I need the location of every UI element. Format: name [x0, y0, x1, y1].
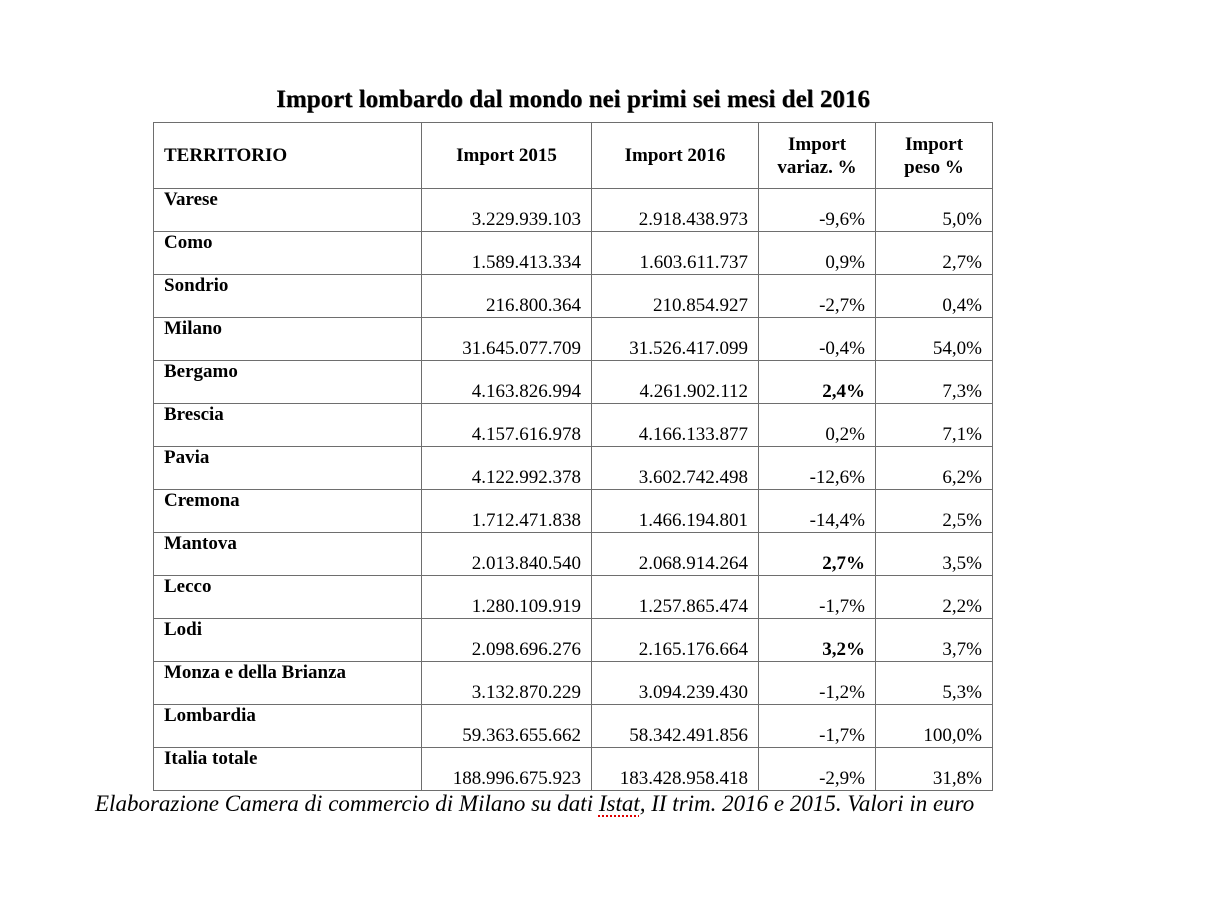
table-row: Bergamo 4.163.826.994 4.261.902.112 2,4% 7,3… [153, 360, 993, 404]
header-import-2016: Import 2016 [591, 122, 759, 189]
cell-import-2015: 1.712.471.838 [421, 489, 592, 533]
footnote-text-after: , II trim. 2016 e 2015. Valori in euro [639, 791, 975, 816]
cell-peso: 7,3% [875, 360, 993, 404]
table-row: Lombardia 59.363.655.662 58.342.491.856 -1,… [153, 704, 993, 748]
cell-variaz: 0,9% [758, 231, 876, 275]
table-row: Mantova 2.013.840.540 2.068.914.264 2,7% 3,5… [153, 532, 993, 576]
cell-peso: 3,7% [875, 618, 993, 662]
cell-variaz: -12,6% [758, 446, 876, 490]
header-import-variaz: Import variaz. % [758, 122, 876, 189]
table-row: Como 1.589.413.334 1.603.611.737 0,9% 2,7% [153, 231, 993, 275]
cell-variaz: -0,4% [758, 317, 876, 361]
table-row: Monza e della Brianza 3.132.870.229 3.094.… [153, 661, 993, 705]
cell-peso: 5,0% [875, 188, 993, 232]
cell-import-2015: 2.013.840.540 [421, 532, 592, 576]
table-row: Milano 31.645.077.709 31.526.417.099 -0,4% 5… [153, 317, 993, 361]
cell-import-2015: 1.280.109.919 [421, 575, 592, 619]
cell-import-2015: 59.363.655.662 [421, 704, 592, 748]
table-row: Brescia 4.157.616.978 4.166.133.877 0,2% 7,1… [153, 403, 993, 447]
cell-territorio: Pavia [153, 446, 422, 490]
cell-import-2016: 210.854.927 [591, 274, 759, 318]
cell-territorio: Cremona [153, 489, 422, 533]
import-table: TERRITORIO Import 2015 Import 2016 Impor… [153, 122, 993, 791]
cell-peso: 3,5% [875, 532, 993, 576]
cell-territorio: Sondrio [153, 274, 422, 318]
cell-import-2015: 3.132.870.229 [421, 661, 592, 705]
cell-import-2015: 216.800.364 [421, 274, 592, 318]
cell-variaz: -1,7% [758, 575, 876, 619]
cell-territorio: Mantova [153, 532, 422, 576]
cell-import-2016: 3.602.742.498 [591, 446, 759, 490]
header-territorio: TERRITORIO [153, 122, 422, 189]
cell-peso: 5,3% [875, 661, 993, 705]
table-row: Lodi 2.098.696.276 2.165.176.664 3,2% 3,7% [153, 618, 993, 662]
cell-peso: 6,2% [875, 446, 993, 490]
cell-variaz: -1,2% [758, 661, 876, 705]
cell-peso: 2,5% [875, 489, 993, 533]
footnote-text-before: Elaborazione Camera di commercio di Mila… [95, 791, 599, 816]
table-row: Cremona 1.712.471.838 1.466.194.801 -14,4% 2… [153, 489, 993, 533]
cell-import-2015: 2.098.696.276 [421, 618, 592, 662]
cell-import-2016: 58.342.491.856 [591, 704, 759, 748]
cell-territorio: Bergamo [153, 360, 422, 404]
cell-import-2016: 2.918.438.973 [591, 188, 759, 232]
cell-territorio: Monza e della Brianza [153, 661, 422, 705]
cell-peso: 31,8% [875, 747, 993, 791]
cell-import-2016: 31.526.417.099 [591, 317, 759, 361]
cell-import-2016: 1.257.865.474 [591, 575, 759, 619]
cell-import-2016: 1.603.611.737 [591, 231, 759, 275]
cell-territorio: Italia totale [153, 747, 422, 791]
cell-import-2015: 4.157.616.978 [421, 403, 592, 447]
cell-variaz: 2,7% [758, 532, 876, 576]
cell-peso: 2,7% [875, 231, 993, 275]
table-title: Import lombardo dal mondo nei primi sei … [276, 86, 870, 113]
cell-territorio: Como [153, 231, 422, 275]
table-row: Varese 3.229.939.103 2.918.438.973 -9,6% 5,0… [153, 188, 993, 232]
cell-import-2015: 3.229.939.103 [421, 188, 592, 232]
cell-variaz: 2,4% [758, 360, 876, 404]
cell-territorio: Milano [153, 317, 422, 361]
cell-territorio: Brescia [153, 403, 422, 447]
cell-import-2016: 2.165.176.664 [591, 618, 759, 662]
cell-peso: 0,4% [875, 274, 993, 318]
cell-import-2016: 4.261.902.112 [591, 360, 759, 404]
cell-import-2015: 4.163.826.994 [421, 360, 592, 404]
cell-territorio: Lodi [153, 618, 422, 662]
cell-import-2016: 1.466.194.801 [591, 489, 759, 533]
table-row: Pavia 4.122.992.378 3.602.742.498 -12,6% 6,2… [153, 446, 993, 490]
cell-territorio: Lombardia [153, 704, 422, 748]
spellcheck-flagged-word[interactable]: Istat [598, 791, 640, 816]
cell-variaz: 0,2% [758, 403, 876, 447]
header-import-peso: Import peso % [875, 122, 993, 189]
header-import-2015: Import 2015 [421, 122, 592, 189]
cell-import-2015: 1.589.413.334 [421, 231, 592, 275]
cell-territorio: Varese [153, 188, 422, 232]
table-row: Sondrio 216.800.364 210.854.927 -2,7% 0,4% [153, 274, 993, 318]
cell-import-2016: 4.166.133.877 [591, 403, 759, 447]
cell-import-2016: 183.428.958.418 [591, 747, 759, 791]
table-row: Italia totale 188.996.675.923 183.428.958.… [153, 747, 993, 791]
table-row: Lecco 1.280.109.919 1.257.865.474 -1,7% 2,2% [153, 575, 993, 619]
cell-import-2015: 4.122.992.378 [421, 446, 592, 490]
cell-variaz: -2,9% [758, 747, 876, 791]
cell-peso: 54,0% [875, 317, 993, 361]
cell-variaz: -1,7% [758, 704, 876, 748]
cell-peso: 100,0% [875, 704, 993, 748]
cell-territorio: Lecco [153, 575, 422, 619]
cell-variaz: -2,7% [758, 274, 876, 318]
cell-import-2016: 3.094.239.430 [591, 661, 759, 705]
cell-peso: 7,1% [875, 403, 993, 447]
cell-import-2016: 2.068.914.264 [591, 532, 759, 576]
cell-variaz: -14,4% [758, 489, 876, 533]
cell-peso: 2,2% [875, 575, 993, 619]
cell-import-2015: 188.996.675.923 [421, 747, 592, 791]
cell-import-2015: 31.645.077.709 [421, 317, 592, 361]
cell-variaz: -9,6% [758, 188, 876, 232]
cell-variaz: 3,2% [758, 618, 876, 662]
source-footnote: Elaborazione Camera di commercio di Mila… [95, 791, 974, 817]
table-header-row: TERRITORIO Import 2015 Import 2016 Impor… [153, 122, 993, 189]
